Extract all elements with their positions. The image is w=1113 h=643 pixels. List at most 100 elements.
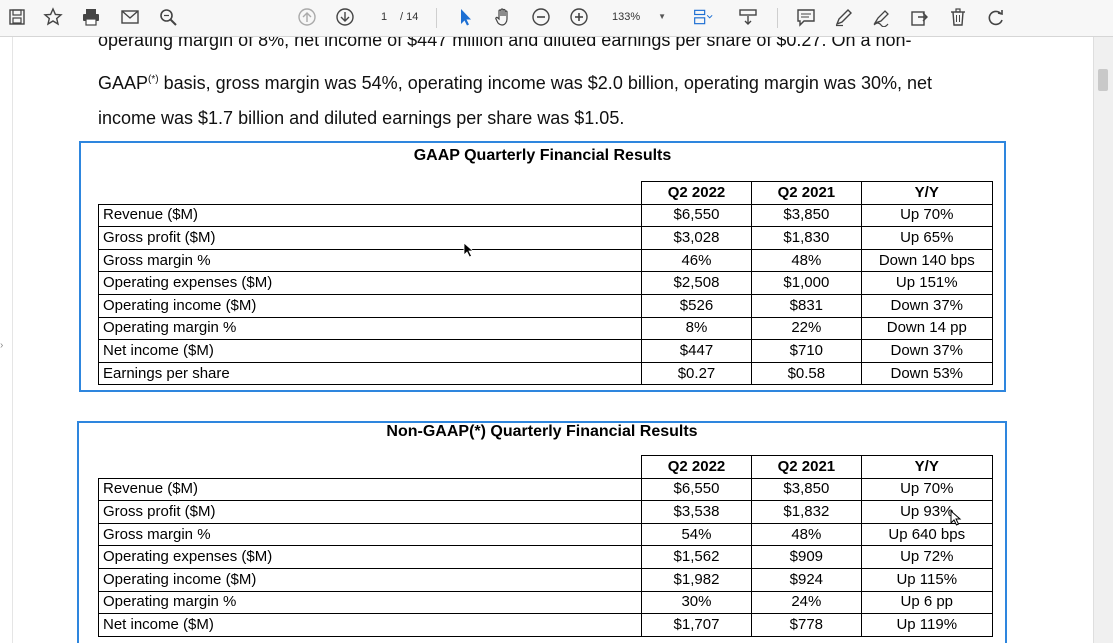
gaap-table-row: Gross margin % 46% 48% Down 140 bps — [98, 248, 994, 273]
gaap-row-label: Earnings per share — [98, 361, 642, 386]
comment-icon[interactable] — [795, 6, 817, 28]
zoom-level-value: 133% — [612, 11, 641, 23]
export-icon[interactable] — [909, 6, 931, 28]
gaap-table-row: Net income ($M) $447 $710 Down 37% — [98, 339, 994, 363]
gaap-table-title: GAAP Quarterly Financial Results — [413, 147, 672, 164]
nongaap-row-label: Gross profit ($M) — [98, 500, 642, 524]
document-viewer[interactable]: operating margin of 8%, net income of $4… — [0, 37, 1113, 643]
nongaap-cell-value: 54% — [640, 522, 753, 547]
gaap-cell-value: $1,000 — [751, 271, 862, 295]
gaap-table-row: Operating margin % 8% 22% Down 14 pp — [98, 316, 994, 341]
paragraph-line-2-start: GAAP — [98, 73, 149, 93]
gaap-column-header: Q2 2021 — [751, 181, 862, 205]
gaap-cell-value: Up 70% — [860, 203, 994, 228]
toolbar-separator — [436, 8, 437, 28]
gaap-cell-value: 22% — [751, 316, 862, 341]
toolbar-separator — [777, 8, 778, 28]
nongaap-cell-value: Up 640 bps — [860, 522, 994, 547]
save-icon[interactable] — [6, 6, 28, 28]
gaap-cell-value: Up 151% — [860, 271, 994, 295]
gaap-row-label: Net income ($M) — [98, 339, 642, 363]
nongaap-cell-value: $1,707 — [640, 613, 753, 637]
redo-icon[interactable] — [985, 6, 1007, 28]
gaap-cell-value: $710 — [751, 339, 862, 363]
gaap-row-label: Revenue ($M) — [98, 203, 642, 228]
sign-icon[interactable] — [871, 6, 893, 28]
bookmark-star-icon[interactable] — [42, 6, 64, 28]
nongaap-cell-value: 48% — [751, 522, 862, 547]
nongaap-cell-value: $778 — [751, 613, 862, 637]
gaap-cell-value: $6,550 — [640, 203, 753, 228]
gaap-results-frame: GAAP Quarterly Financial Results — [79, 141, 1006, 392]
nongaap-header-blank — [98, 455, 642, 479]
scrollbar-thumb[interactable] — [1098, 69, 1108, 91]
gaap-cell-value: $3,850 — [751, 203, 862, 228]
nongaap-cell-value: $1,832 — [751, 500, 862, 524]
nongaap-table-row: Gross margin % 54% 48% Up 640 bps — [98, 522, 994, 547]
nongaap-cell-value: $909 — [751, 545, 862, 569]
nongaap-results-frame: Non-GAAP(*) Quarterly Financial Results — [77, 421, 1007, 643]
page-total: / 14 — [400, 11, 419, 23]
gaap-column-header: Y/Y — [860, 181, 994, 205]
nongaap-cell-value: $1,562 — [640, 545, 753, 569]
gaap-table-row: Operating expenses ($M) $2,508 $1,000 Up 15… — [98, 271, 994, 295]
hand-icon[interactable] — [492, 6, 514, 28]
nongaap-cell-value: Up 93% — [860, 500, 994, 524]
gaap-cell-value: $0.58 — [751, 361, 862, 386]
gaap-column-header: Q2 2022 — [640, 181, 753, 205]
search-zoom-icon[interactable] — [157, 6, 179, 28]
nongaap-cell-value: Up 119% — [860, 613, 994, 637]
zoom-level-select[interactable]: 133% ▼ — [612, 8, 668, 26]
gaap-header-row: Q2 2022 Q2 2021 Y/Y — [98, 181, 994, 205]
nongaap-column-header: Q2 2021 — [751, 455, 862, 479]
nongaap-cell-value: Up 6 pp — [860, 590, 994, 615]
nongaap-cell-value: Up 72% — [860, 545, 994, 569]
nongaap-row-label: Operating expenses ($M) — [98, 545, 642, 569]
gaap-table-row: Revenue ($M) $6,550 $3,850 Up 70% — [98, 203, 994, 228]
gaap-cell-value: Down 14 pp — [860, 316, 994, 341]
gaap-results-table: Q2 2022 Q2 2021 Y/Y Revenue ($M) $6,550 $3,85… — [98, 181, 994, 386]
email-icon[interactable] — [119, 6, 141, 28]
nongaap-column-header: Y/Y — [860, 455, 994, 479]
gaap-cell-value: Down 53% — [860, 361, 994, 386]
nongaap-cell-value: $1,982 — [640, 567, 753, 592]
delete-icon[interactable] — [947, 6, 969, 28]
paragraph-line-3: income was $1.7 billion and diluted earn… — [98, 108, 625, 128]
page-up-icon[interactable] — [296, 6, 318, 28]
highlight-pen-icon[interactable] — [833, 6, 855, 28]
page-number-input[interactable]: 1 — [380, 11, 388, 23]
zoom-out-icon[interactable] — [530, 6, 552, 28]
pdf-toolbar: 1 / 14 133% ▼ — [0, 0, 1113, 37]
collapse-arrow-icon[interactable]: › — [0, 340, 4, 351]
nongaap-header-row: Q2 2022 Q2 2021 Y/Y — [98, 455, 994, 479]
gaap-cell-value: $447 — [640, 339, 753, 363]
nongaap-table-row: Net income ($M) $1,707 $778 Up 119% — [98, 613, 994, 637]
gaap-row-label: Operating expenses ($M) — [98, 271, 642, 295]
nongaap-row-label: Net income ($M) — [98, 613, 642, 637]
nongaap-row-label: Revenue ($M) — [98, 477, 642, 502]
gaap-cell-value: $526 — [640, 293, 753, 318]
gaap-cell-value: 46% — [640, 248, 753, 273]
gaap-cell-value: $2,508 — [640, 271, 753, 295]
nongaap-row-label: Gross margin % — [98, 522, 642, 547]
gaap-table-row: Gross profit ($M) $3,028 $1,830 Up 65% — [98, 226, 994, 250]
vertical-scrollbar[interactable] — [1093, 37, 1113, 643]
gaap-cell-value: $0.27 — [640, 361, 753, 386]
page-down-icon[interactable] — [334, 6, 356, 28]
gaap-cell-value: $1,830 — [751, 226, 862, 250]
nongaap-cell-value: 24% — [751, 590, 862, 615]
nongaap-cell-value: Up 115% — [860, 567, 994, 592]
select-arrow-icon[interactable] — [454, 6, 476, 28]
nongaap-table-row: Operating expenses ($M) $1,562 $909 Up 72% — [98, 545, 994, 569]
gaap-table-row: Operating income ($M) $526 $831 Down 37% — [98, 293, 994, 318]
paragraph-line-1: operating margin of 8%, net income of $4… — [98, 37, 912, 50]
paragraph-line-2: GAAP(*) basis, gross margin was 54%, ope… — [98, 60, 932, 103]
chevron-down-icon: ▼ — [658, 12, 666, 21]
gaap-row-label: Gross profit ($M) — [98, 226, 642, 250]
fit-page-icon[interactable] — [688, 6, 718, 28]
print-icon[interactable] — [80, 6, 102, 28]
gaap-row-label: Operating income ($M) — [98, 293, 642, 318]
scroll-mode-icon[interactable] — [737, 6, 759, 28]
zoom-in-icon[interactable] — [568, 6, 590, 28]
nongaap-row-label: Operating margin % — [98, 590, 642, 615]
